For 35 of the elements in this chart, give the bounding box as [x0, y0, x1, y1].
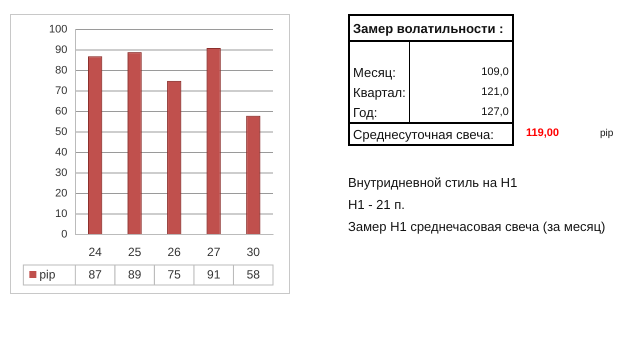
text: H1 - 21 п.: [348, 196, 406, 214]
x-tick-label: 26: [167, 245, 182, 260]
text: pip: [600, 128, 614, 139]
y-tick-label: 20: [55, 188, 68, 200]
y-tick-label: 90: [55, 44, 68, 56]
data-label: 58: [246, 267, 260, 282]
text: 119,00: [526, 127, 560, 139]
y-tick-label: 50: [55, 126, 68, 138]
y-tick-label: 100: [48, 24, 68, 36]
text: Замер волатильности :: [353, 20, 504, 36]
data-label: 87: [88, 267, 102, 282]
y-tick-label: 40: [55, 146, 68, 159]
y-tick-label: 60: [55, 106, 68, 118]
data-label: 75: [167, 267, 182, 282]
text: 127,0: [481, 106, 509, 118]
text: 121,0: [481, 86, 509, 98]
text: Среднесуточная свеча:: [353, 126, 494, 142]
text: Месяц:: [353, 64, 396, 80]
x-tick-label: 24: [88, 245, 102, 260]
y-tick-label: 10: [55, 208, 68, 220]
text: Квартал:: [353, 84, 406, 100]
y-tick-label: 80: [55, 64, 68, 77]
data-label: 89: [128, 267, 142, 282]
y-tick-label: 0: [61, 228, 68, 241]
legend-label: pip: [39, 267, 56, 282]
text: Замер H1 среднечасовая свеча (за месяц): [348, 218, 606, 236]
x-tick-label: 30: [246, 245, 260, 260]
x-tick-label: 27: [207, 245, 221, 260]
text: Год:: [353, 104, 378, 120]
y-tick-label: 70: [55, 85, 68, 98]
text: 109,0: [481, 66, 509, 78]
y-tick-label: 30: [55, 167, 68, 180]
data-label: 91: [207, 267, 221, 282]
x-tick-label: 25: [128, 245, 142, 260]
text: Внутридневной стиль на H1: [348, 174, 518, 192]
